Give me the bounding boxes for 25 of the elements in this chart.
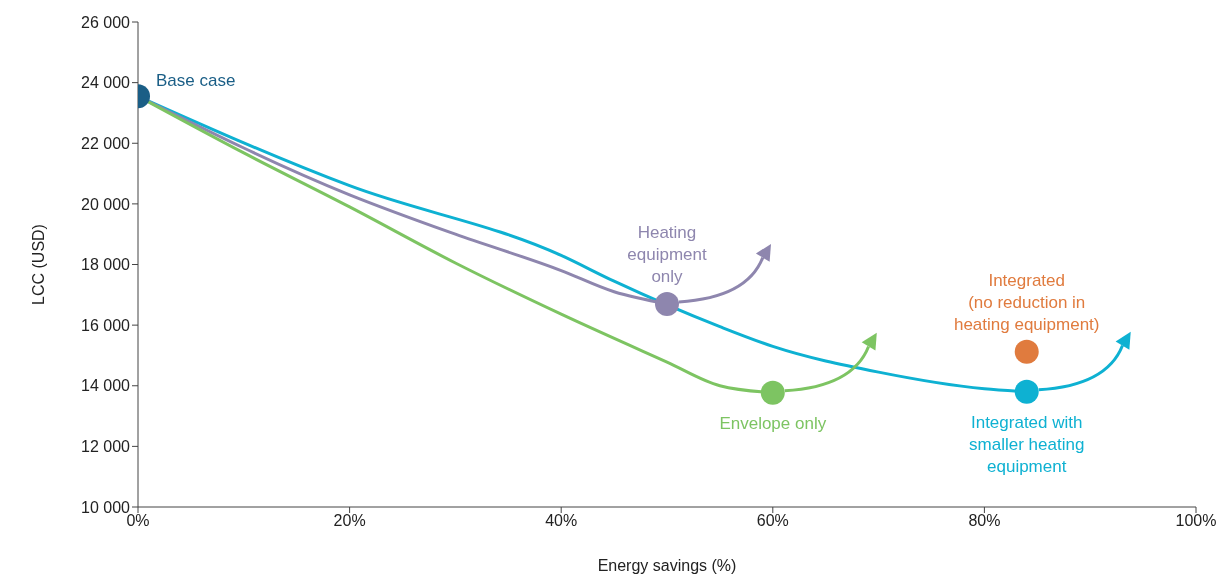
x-tick-label: 100% bbox=[1175, 512, 1217, 530]
y-tick-label: 12 000 bbox=[81, 438, 131, 456]
y-tick-label: 14 000 bbox=[81, 377, 131, 395]
series-label: Heating equipment only bbox=[627, 222, 707, 286]
x-tick-label: 60% bbox=[756, 512, 789, 530]
x-axis-title: Energy savings (%) bbox=[597, 557, 737, 574]
x-tick-label: 40% bbox=[545, 512, 578, 530]
point bbox=[655, 291, 679, 316]
y-tick-label: 18 000 bbox=[81, 256, 131, 274]
y-tick-label: 24 000 bbox=[81, 74, 131, 92]
series-label: Envelope only bbox=[719, 413, 827, 433]
point bbox=[760, 380, 785, 405]
point bbox=[1014, 379, 1039, 404]
text: Integrated with smaller heating equipment bbox=[969, 412, 1085, 476]
x-tick-label: 80% bbox=[968, 512, 1001, 530]
y-tick-label: 26 000 bbox=[81, 13, 131, 31]
y-tick-label: 20 000 bbox=[81, 195, 131, 213]
y-tick-label: 22 000 bbox=[81, 134, 131, 152]
y-tick-label: 16 000 bbox=[81, 316, 131, 334]
point bbox=[1014, 339, 1039, 364]
series-label: Base case bbox=[156, 71, 236, 91]
x-tick-label: 20% bbox=[333, 512, 366, 530]
x-tick-label: 0% bbox=[126, 512, 150, 530]
text: Integrated (no reduction in heating equipment) bbox=[953, 270, 1100, 334]
y-axis-title: LCC (USD) bbox=[29, 224, 47, 305]
